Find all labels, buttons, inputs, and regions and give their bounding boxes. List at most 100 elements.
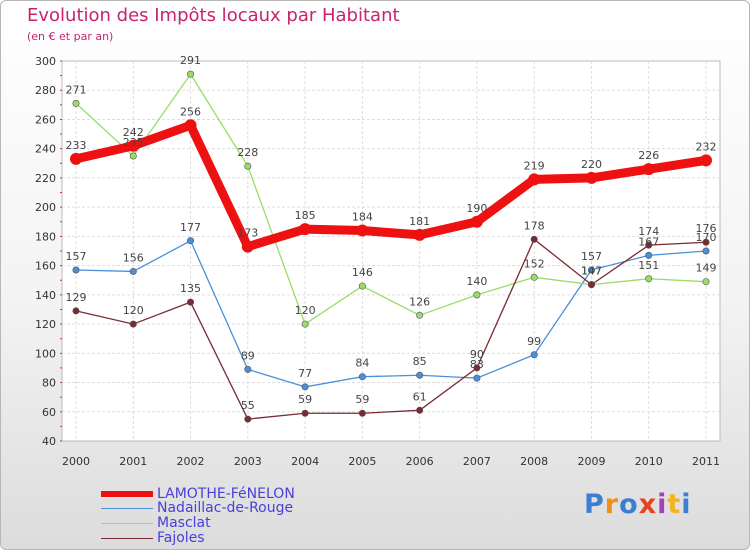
x-tick-label: 2006	[406, 455, 434, 468]
data-label: 242	[123, 126, 144, 139]
data-point	[585, 171, 598, 184]
data-point	[642, 163, 655, 176]
data-label: 190	[466, 202, 487, 215]
data-point	[301, 409, 309, 417]
proxiti-logo: Proxiti	[584, 489, 692, 520]
data-point	[184, 119, 197, 132]
data-label: 170	[696, 231, 717, 244]
x-tick-label: 2004	[291, 455, 319, 468]
y-tick-label: 280	[35, 84, 56, 97]
data-label: 59	[298, 393, 312, 406]
x-tick-label: 2009	[577, 455, 605, 468]
data-point	[645, 275, 653, 283]
data-label: 85	[413, 355, 427, 368]
data-label: 120	[295, 304, 316, 317]
data-point	[530, 235, 538, 243]
data-point	[129, 267, 137, 275]
data-point	[473, 374, 481, 382]
logo-letter: t	[667, 489, 682, 520]
legend-label-nadaillac: Nadaillac-de-Rouge	[157, 500, 294, 516]
data-point	[358, 409, 366, 417]
data-label: 174	[638, 225, 659, 238]
y-tick-label: 260	[35, 113, 56, 126]
data-label: 152	[524, 257, 545, 270]
y-tick-label: 80	[42, 377, 56, 390]
logo-letter: x	[638, 489, 658, 520]
data-label: 233	[66, 139, 87, 152]
data-label: 59	[355, 393, 369, 406]
legend-label-lamothe: LAMOTHE-FéNELON	[157, 486, 295, 502]
data-point	[358, 373, 366, 381]
logo-letter: o	[619, 489, 639, 520]
data-label: 126	[409, 295, 430, 308]
x-tick-label: 2008	[520, 455, 548, 468]
data-point	[129, 320, 137, 328]
legend-swatch-masclat	[101, 523, 153, 524]
data-label: 146	[352, 266, 373, 279]
logo-letter: i	[681, 489, 692, 520]
series-line-masclat	[75, 73, 707, 325]
data-point	[416, 406, 424, 414]
data-label: 271	[66, 83, 87, 96]
data-label: 226	[638, 149, 659, 162]
data-label: 156	[123, 251, 144, 264]
data-point	[413, 228, 426, 241]
data-label: 84	[355, 357, 369, 370]
data-point	[700, 154, 712, 167]
y-tick-label: 240	[35, 143, 56, 156]
data-point	[187, 70, 195, 78]
data-point	[645, 241, 653, 249]
data-label: 256	[180, 105, 201, 118]
data-point	[358, 282, 366, 290]
y-tick-label: 120	[35, 318, 56, 331]
data-label: 178	[524, 219, 545, 232]
data-label: 149	[696, 262, 717, 275]
data-point	[244, 162, 252, 170]
data-label: 228	[237, 146, 258, 159]
data-label: 99	[527, 335, 541, 348]
data-label: 90	[470, 348, 484, 361]
data-label: 220	[581, 158, 602, 171]
data-label: 140	[466, 275, 487, 288]
y-tick-label: 220	[35, 172, 56, 185]
data-point	[244, 365, 252, 373]
data-label: 151	[638, 259, 659, 272]
data-label: 61	[413, 390, 427, 403]
data-label: 89	[241, 349, 255, 362]
data-label: 129	[66, 291, 87, 304]
logo-letter: i	[657, 489, 668, 520]
data-point	[470, 215, 483, 228]
data-point	[702, 238, 710, 246]
data-label: 135	[180, 282, 201, 295]
data-point	[587, 281, 595, 289]
data-point	[70, 152, 82, 165]
data-label: 181	[409, 215, 430, 228]
data-label: 219	[524, 159, 545, 172]
data-point	[127, 139, 140, 152]
data-point	[72, 307, 80, 315]
data-label: 184	[352, 211, 373, 224]
data-point	[129, 152, 137, 160]
x-tick-label: 2002	[177, 455, 205, 468]
data-point	[645, 251, 653, 259]
data-point	[187, 298, 195, 306]
data-point	[72, 266, 80, 274]
y-tick-label: 200	[35, 201, 56, 214]
data-label: 232	[696, 140, 717, 153]
logo-letter: r	[604, 489, 620, 520]
y-tick-label: 180	[35, 230, 56, 243]
y-tick-label: 300	[35, 55, 56, 68]
x-tick-label: 2005	[348, 455, 376, 468]
legend-swatch-fajoles	[101, 538, 153, 539]
data-point	[416, 371, 424, 379]
chart-subtitle: (en € et par an)	[27, 30, 114, 43]
series-line-lamothe-fénelon	[71, 120, 711, 252]
data-point	[356, 224, 369, 237]
x-tick-label: 2010	[635, 455, 663, 468]
data-point	[416, 311, 424, 319]
data-point	[528, 173, 541, 186]
data-point	[702, 247, 710, 255]
data-point	[301, 320, 309, 328]
data-label: 157	[66, 250, 87, 263]
